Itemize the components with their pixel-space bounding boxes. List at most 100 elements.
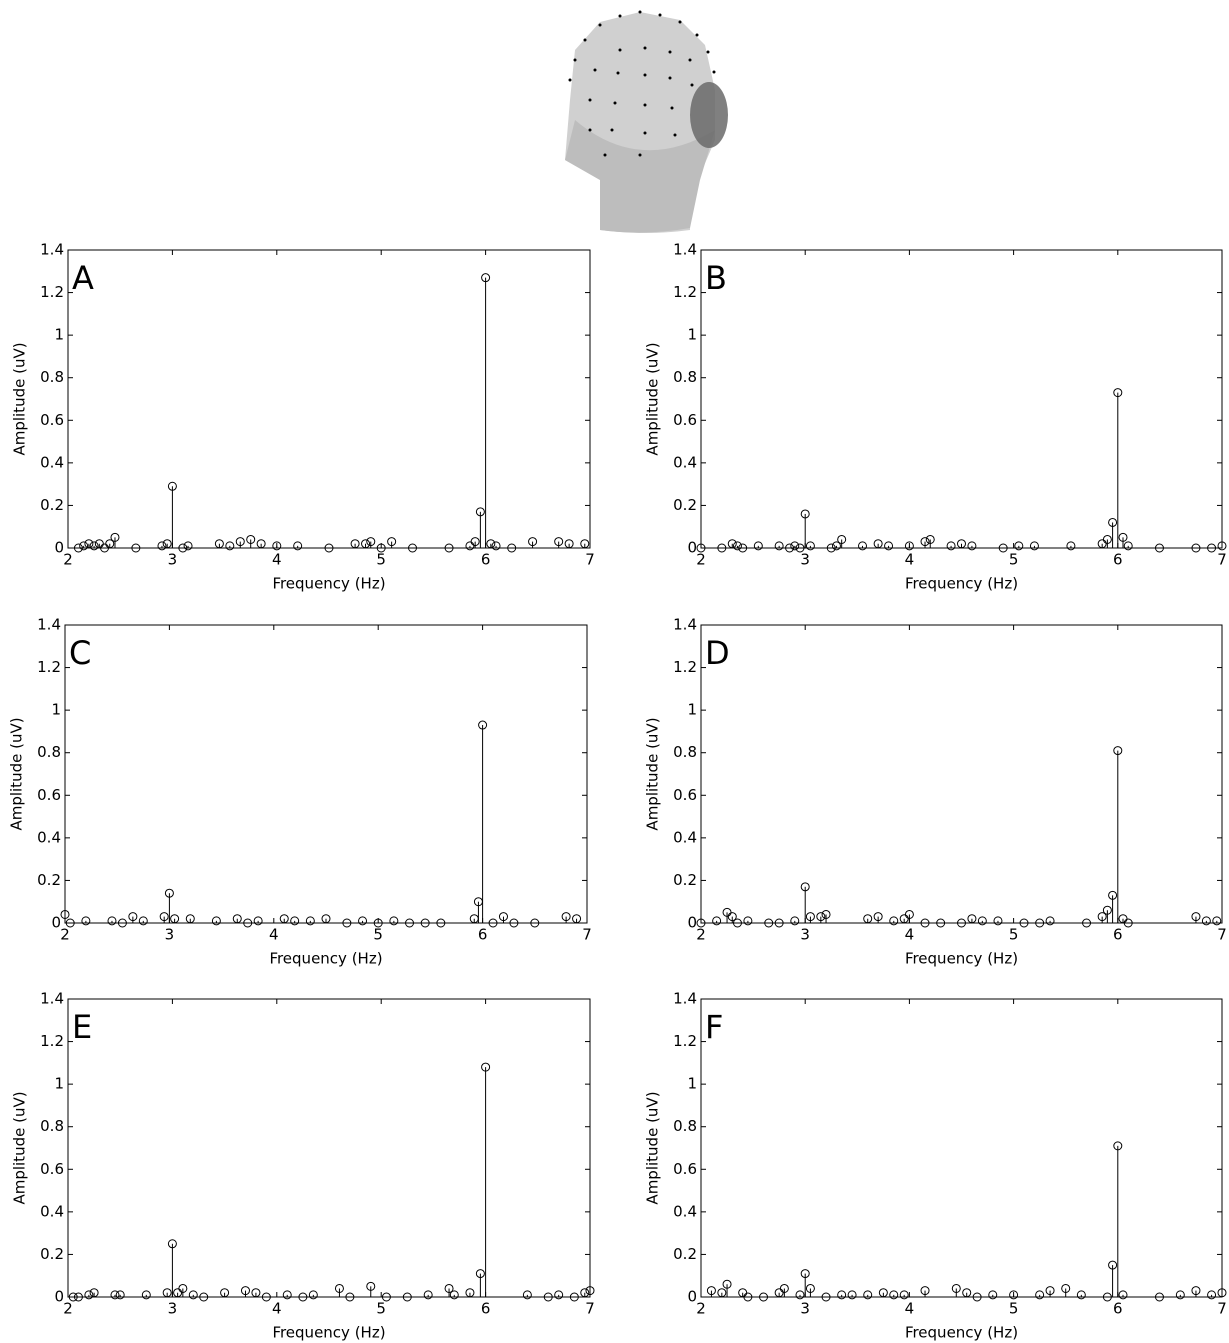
stem-marker bbox=[1045, 1286, 1055, 1296]
stem-marker bbox=[805, 541, 815, 551]
stem-marker bbox=[211, 916, 221, 926]
stem-marker bbox=[889, 916, 899, 926]
stem-marker bbox=[1191, 543, 1201, 553]
x-axis-label: Frequency (Hz) bbox=[272, 1324, 385, 1342]
stem-marker bbox=[324, 543, 334, 553]
chart-panel: 2 3 4 5 6 7 0 0.2 0.4 0.6 0.8 1 1.2 1.4 B Frequency (Hz… bbox=[644, 241, 1227, 593]
stem-marker bbox=[1207, 543, 1217, 553]
stem-marker bbox=[1123, 541, 1133, 551]
axes-frame bbox=[67, 249, 591, 549]
panel-label: D bbox=[705, 634, 730, 672]
stem-marker bbox=[225, 541, 235, 551]
y-tick-label: 0 bbox=[54, 539, 64, 557]
stem-marker bbox=[837, 534, 847, 544]
stem-marker bbox=[884, 541, 894, 551]
stem-marker bbox=[345, 1292, 355, 1302]
stem-marker bbox=[1035, 1290, 1045, 1300]
stem-marker bbox=[293, 541, 303, 551]
y-tick-label: 0.8 bbox=[40, 368, 64, 386]
stem-marker bbox=[696, 543, 706, 553]
stem-marker bbox=[904, 541, 914, 551]
stem-marker bbox=[732, 918, 742, 928]
stem-marker bbox=[1154, 543, 1164, 553]
stem-marker bbox=[475, 507, 485, 517]
x-tick-label: 7 bbox=[1217, 551, 1227, 569]
stem-marker bbox=[1175, 1290, 1185, 1300]
x-axis-label: Frequency (Hz) bbox=[905, 575, 1018, 593]
stem-marker bbox=[1154, 1292, 1164, 1302]
x-tick-label: 6 bbox=[1113, 551, 1123, 569]
stem-marker bbox=[967, 541, 977, 551]
stem-marker bbox=[465, 1288, 475, 1298]
stem-marker bbox=[816, 912, 826, 922]
stem-marker bbox=[366, 1281, 376, 1291]
y-tick-label: 0.6 bbox=[673, 411, 697, 429]
stem-marker bbox=[1118, 1290, 1128, 1300]
stem-marker bbox=[967, 914, 977, 924]
y-tick-label: 1.2 bbox=[37, 658, 61, 676]
y-tick-label: 0 bbox=[54, 1288, 64, 1306]
stem-marker bbox=[491, 541, 501, 551]
stem-marker bbox=[988, 1290, 998, 1300]
stem-marker bbox=[743, 1292, 753, 1302]
stem-marker bbox=[800, 1269, 810, 1279]
stem-marker bbox=[759, 1292, 769, 1302]
stem-marker bbox=[790, 916, 800, 926]
axes-frame bbox=[700, 249, 1223, 549]
y-tick-label: 0.6 bbox=[673, 1160, 697, 1178]
stem-marker bbox=[240, 1286, 250, 1296]
stem-marker bbox=[366, 537, 376, 547]
stem-marker bbox=[60, 909, 70, 919]
stem-marker bbox=[795, 1290, 805, 1300]
stem-marker bbox=[873, 539, 883, 549]
stem-marker bbox=[178, 1283, 188, 1293]
head-illustration bbox=[565, 10, 728, 233]
stem-marker bbox=[183, 541, 193, 551]
stem-marker bbox=[800, 509, 810, 519]
y-tick-label: 0.6 bbox=[37, 786, 61, 804]
x-tick-label: 7 bbox=[1217, 926, 1227, 944]
x-tick-label: 3 bbox=[800, 551, 810, 569]
stem-marker bbox=[1108, 890, 1118, 900]
stem-marker bbox=[361, 539, 371, 549]
x-tick-label: 6 bbox=[1113, 1300, 1123, 1318]
stem-marker bbox=[387, 537, 397, 547]
stem-marker bbox=[717, 1288, 727, 1298]
stem-marker bbox=[1217, 1288, 1227, 1298]
stem-marker bbox=[1191, 1286, 1201, 1296]
x-axis-label: Frequency (Hz) bbox=[905, 950, 1018, 968]
stem-marker bbox=[478, 720, 488, 730]
stem-marker bbox=[1014, 541, 1024, 551]
y-tick-label: 1.4 bbox=[673, 990, 697, 1008]
chart-panel: 2 3 4 5 6 7 0 0.2 0.4 0.6 0.8 1 1.2 1.4 A Frequency (Hz… bbox=[11, 241, 595, 593]
stem-marker bbox=[774, 918, 784, 928]
stem-marker bbox=[481, 1062, 491, 1072]
y-tick-label: 0.8 bbox=[37, 743, 61, 761]
stem-marker bbox=[764, 918, 774, 928]
panel-label: E bbox=[72, 1008, 92, 1046]
stem-marker bbox=[141, 1290, 151, 1300]
stem-marker bbox=[308, 1290, 318, 1300]
stem-marker bbox=[81, 916, 91, 926]
y-tick-label: 1.4 bbox=[37, 616, 61, 634]
y-tick-label: 1.2 bbox=[673, 283, 697, 301]
stem-marker bbox=[738, 543, 748, 553]
stem-marker bbox=[507, 543, 517, 553]
stem-marker bbox=[936, 918, 946, 928]
y-tick-label: 1.2 bbox=[40, 1032, 64, 1050]
stem-marker bbox=[79, 541, 89, 551]
stem-marker bbox=[373, 918, 383, 928]
stem-marker bbox=[358, 916, 368, 926]
x-tick-label: 3 bbox=[800, 926, 810, 944]
stem-marker bbox=[444, 543, 454, 553]
stem-marker bbox=[1108, 517, 1118, 527]
x-tick-label: 5 bbox=[376, 1300, 386, 1318]
stem-marker bbox=[925, 534, 935, 544]
stem-marker bbox=[261, 1292, 271, 1302]
stem-marker bbox=[488, 918, 498, 928]
stem-marker bbox=[342, 918, 352, 928]
stem-marker bbox=[1102, 905, 1112, 915]
stem-marker bbox=[722, 1279, 732, 1289]
stem-marker bbox=[167, 481, 177, 491]
y-axis-label: Amplitude (uV) bbox=[11, 342, 29, 455]
